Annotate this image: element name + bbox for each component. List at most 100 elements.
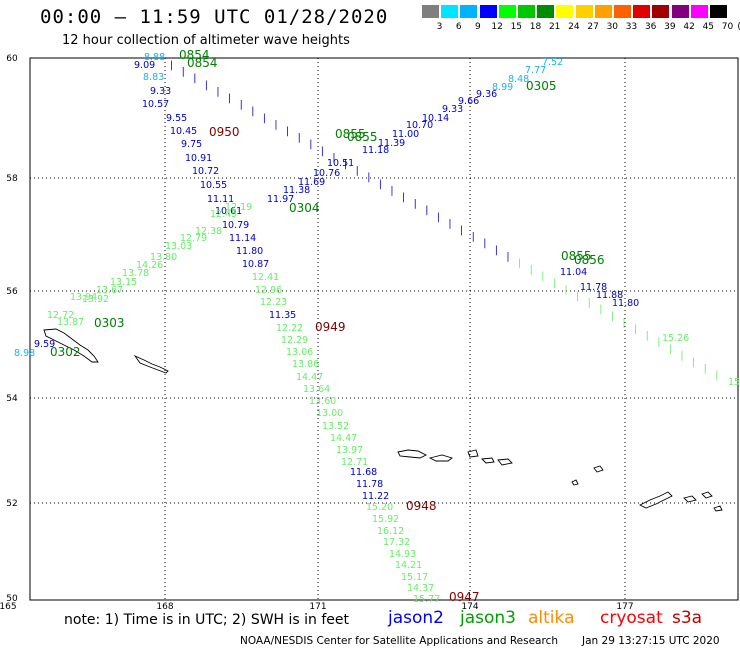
- island-outline: [43, 328, 99, 363]
- track-tick: |: [344, 159, 347, 170]
- wave-height-label: 10.91: [185, 153, 212, 164]
- wave-height-label: 10.87: [242, 259, 269, 270]
- wave-height-label: 7.52: [542, 57, 563, 68]
- island-outline: [397, 449, 428, 459]
- wave-height-label: 12.96: [255, 285, 282, 296]
- colorbar-swatch: [575, 5, 593, 18]
- wave-height-label: 10.14: [422, 113, 449, 124]
- wave-height-label: 14.47: [330, 433, 357, 444]
- latitude-label: 56: [6, 287, 18, 297]
- wave-height-label: 11.97: [267, 194, 294, 205]
- track-tick: |: [437, 212, 440, 223]
- wave-height-label: 13.87: [57, 317, 84, 328]
- track-tick: |: [553, 278, 556, 289]
- wave-height-label: 11.80: [236, 246, 263, 257]
- track-tick: |: [692, 357, 695, 368]
- track-tick: |: [182, 67, 185, 78]
- wave-height-label: 10.79: [222, 220, 249, 231]
- wave-height-label: 13.97: [336, 445, 363, 456]
- wave-height-label: 12.45: [210, 209, 237, 220]
- track-tick: |: [541, 271, 544, 282]
- colorbar-label: 33: [625, 22, 638, 32]
- track-tick: |: [518, 258, 521, 269]
- colorbar-label: 3: [436, 22, 443, 32]
- track-tick: |: [228, 93, 231, 104]
- satellite-tracks: 9.09 9.33 10.57 9.55 10.45 9.75 10.91 10.72 10.5…: [14, 48, 740, 605]
- island-outline: [683, 495, 697, 503]
- wave-height-label: 15.92: [372, 514, 399, 525]
- wave-height-label: 13.15: [110, 277, 137, 288]
- track-tick: |: [460, 225, 463, 236]
- track-tick: |: [715, 370, 718, 381]
- map-subtitle: 12 hour collection of altimeter wave hei…: [62, 33, 350, 48]
- wave-height-label: 7.77: [525, 65, 546, 76]
- wave-height-label: 12.71: [341, 457, 368, 468]
- track-tick: |: [588, 298, 591, 309]
- wave-height-label: 15.20: [366, 502, 393, 513]
- wave-height-label: 11.69: [298, 177, 325, 188]
- pass-time-label: 0950: [209, 125, 240, 139]
- wave-height-label: 9.66: [458, 96, 479, 107]
- colorbar-label: 27: [587, 22, 599, 32]
- wave-height-label: 13.67: [96, 285, 123, 296]
- wave-height-label: 9.75: [181, 139, 202, 150]
- longitude-label: 168: [156, 602, 173, 612]
- wave-height-label: 10.70: [406, 120, 433, 131]
- track-tick: |: [448, 218, 451, 229]
- wave-height-label: 13.64: [303, 384, 330, 395]
- latitude-label: 52: [6, 499, 17, 509]
- track-tick: |: [576, 291, 579, 302]
- colorbar-label: 15: [510, 22, 523, 32]
- track-tick: |: [367, 172, 370, 183]
- track-tick: |: [506, 251, 509, 262]
- wave-height-label: 15.26: [662, 333, 689, 344]
- track-tick: |: [402, 192, 405, 203]
- track-tick: |: [193, 73, 196, 84]
- island-outline: [497, 458, 513, 466]
- track-tick: |: [657, 337, 660, 348]
- wave-height-label: 10.57: [142, 99, 169, 110]
- colorbar-swatch: [479, 5, 497, 18]
- colorbar-swatch: [671, 5, 689, 18]
- wave-height-label: 12.22: [276, 323, 303, 334]
- track-tick: |: [390, 185, 393, 196]
- wave-height-label: 11.88: [596, 290, 623, 301]
- wave-height-label: 13.86: [292, 359, 319, 370]
- track-tick: |: [530, 265, 533, 276]
- island-outline: [638, 491, 673, 509]
- footer-note: note: 1) Time is in UTC; 2) SWH is in fe…: [64, 612, 350, 628]
- island-outline: [713, 505, 723, 512]
- pass-time-label: 0303: [94, 316, 125, 330]
- track-tick: |: [611, 311, 614, 322]
- generation-timestamp: Jan 29 13:27:15 UTC 2020: [582, 635, 720, 647]
- track-tick: |: [309, 139, 312, 150]
- wave-height-label: 10.76: [313, 168, 340, 179]
- satellite-legend-jason2: jason2: [388, 608, 444, 628]
- wave-height-label: 9.36: [476, 89, 497, 100]
- track-tick: |: [646, 331, 649, 342]
- colorbar-label: 36: [644, 22, 657, 32]
- colorbar-label: 9: [475, 22, 481, 32]
- wave-height-label: 10.72: [192, 166, 219, 177]
- pass-time-label: 0305: [526, 79, 557, 93]
- longitude-label: 174: [461, 602, 478, 612]
- track-tick: |: [240, 100, 243, 111]
- longitude-label: 177: [616, 602, 633, 612]
- wave-height-label: 13.00: [316, 408, 343, 419]
- wave-height-label: 11.18: [362, 145, 389, 156]
- wave-height-label: 12.23: [260, 297, 287, 308]
- wave-height-label: 14.37: [407, 583, 434, 594]
- latitude-label: 54: [6, 394, 18, 404]
- track-tick: |: [483, 238, 486, 249]
- colorbar-label: 12: [491, 22, 503, 32]
- track-tick: |: [669, 344, 672, 355]
- colorbar-swatch: [518, 5, 535, 18]
- wave-height-label: 15.17: [401, 572, 428, 583]
- track-tick: |: [298, 133, 301, 144]
- pass-time-label: 0304: [289, 201, 320, 215]
- wave-height-label: 11.35: [269, 310, 296, 321]
- colorbar-label: 24: [568, 22, 580, 32]
- pass-time-label: 0854: [187, 56, 218, 70]
- wave-height-label: 12.19: [225, 202, 252, 213]
